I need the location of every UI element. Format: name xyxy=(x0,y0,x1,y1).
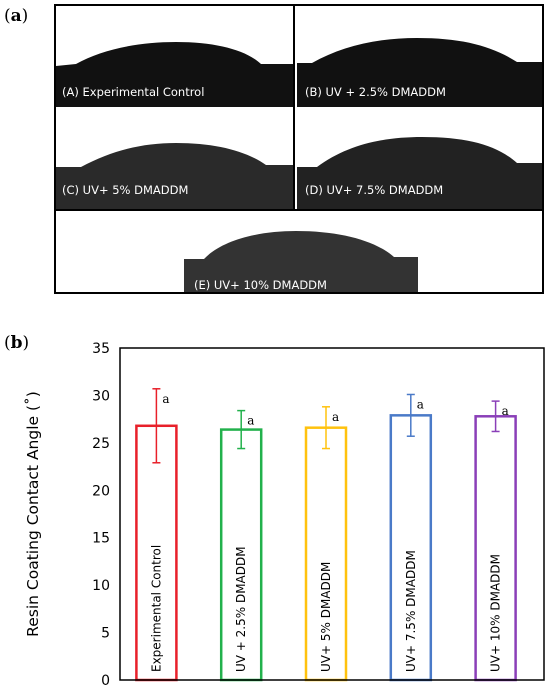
contact-angle-bar-chart: 0 5 10 15 20 25 30 35 a Experimental Control a UV … xyxy=(24,341,545,686)
droplet-image-d: (D) UV+ 7.5% DMADDM xyxy=(297,109,542,209)
bar-series: a Experimental Control a UV + 2.5% DMADDM a U… xyxy=(135,388,517,682)
droplet-e-shape xyxy=(184,231,418,292)
bar xyxy=(219,428,263,682)
y-tick-label: 35 xyxy=(92,341,110,357)
droplet-caption-d: (D) UV+ 7.5% DMADDM xyxy=(305,183,444,197)
droplet-caption-e: (E) UV+ 10% DMADDM xyxy=(194,278,327,292)
panel-a-horizontal-divider xyxy=(56,209,542,211)
droplet-caption-c: (C) UV+ 5% DMADDM xyxy=(62,183,189,197)
y-tick-label: 20 xyxy=(92,483,110,499)
panel-b-label: (b) xyxy=(4,333,30,353)
bar xyxy=(389,414,433,682)
y-tick-label: 0 xyxy=(101,673,110,686)
significance-letter: a xyxy=(162,392,169,406)
significance-letter: a xyxy=(332,410,339,424)
droplet-b-shape xyxy=(297,38,542,107)
y-tick-label: 30 xyxy=(92,388,110,404)
droplet-image-panel: (A) Experimental Control (B) UV + 2.5% D… xyxy=(54,4,544,294)
droplet-caption-a: (A) Experimental Control xyxy=(62,85,205,99)
y-tick-label: 10 xyxy=(92,578,110,594)
y-tick-label: 15 xyxy=(92,531,110,547)
category-label: UV+ 5% DMADDM xyxy=(319,562,333,672)
droplet-image-a: (A) Experimental Control xyxy=(56,6,293,107)
droplet-c-shape xyxy=(56,143,293,209)
significance-letter: a xyxy=(247,414,254,428)
droplet-image-c: (C) UV+ 5% DMADDM xyxy=(56,109,293,209)
y-axis-ticks: 0 5 10 15 20 25 30 35 xyxy=(92,341,110,686)
category-label: UV+ 10% DMADDM xyxy=(489,554,503,672)
droplet-image-b: (B) UV + 2.5% DMADDM xyxy=(297,6,542,107)
droplet-d-shape xyxy=(297,137,542,209)
y-tick-label: 5 xyxy=(101,626,110,642)
category-label: UV + 2.5% DMADDM xyxy=(234,546,248,672)
category-label: Experimental Control xyxy=(149,545,163,672)
droplet-caption-b: (B) UV + 2.5% DMADDM xyxy=(305,85,446,99)
significance-letter: a xyxy=(417,397,424,411)
y-axis-title: Resin Coating Contact Angle (˚) xyxy=(24,391,42,637)
droplet-image-e: (E) UV+ 10% DMADDM xyxy=(56,211,542,292)
category-label: UV+ 7.5% DMADDM xyxy=(404,550,418,672)
bar xyxy=(304,426,348,682)
panel-a-label: (a) xyxy=(4,6,29,26)
significance-letter: a xyxy=(502,404,509,418)
droplet-a-shape xyxy=(56,42,293,107)
plot-frame xyxy=(119,347,545,681)
bar xyxy=(474,415,517,682)
y-tick-label: 25 xyxy=(92,436,110,452)
panel-a-vertical-divider xyxy=(293,6,295,211)
